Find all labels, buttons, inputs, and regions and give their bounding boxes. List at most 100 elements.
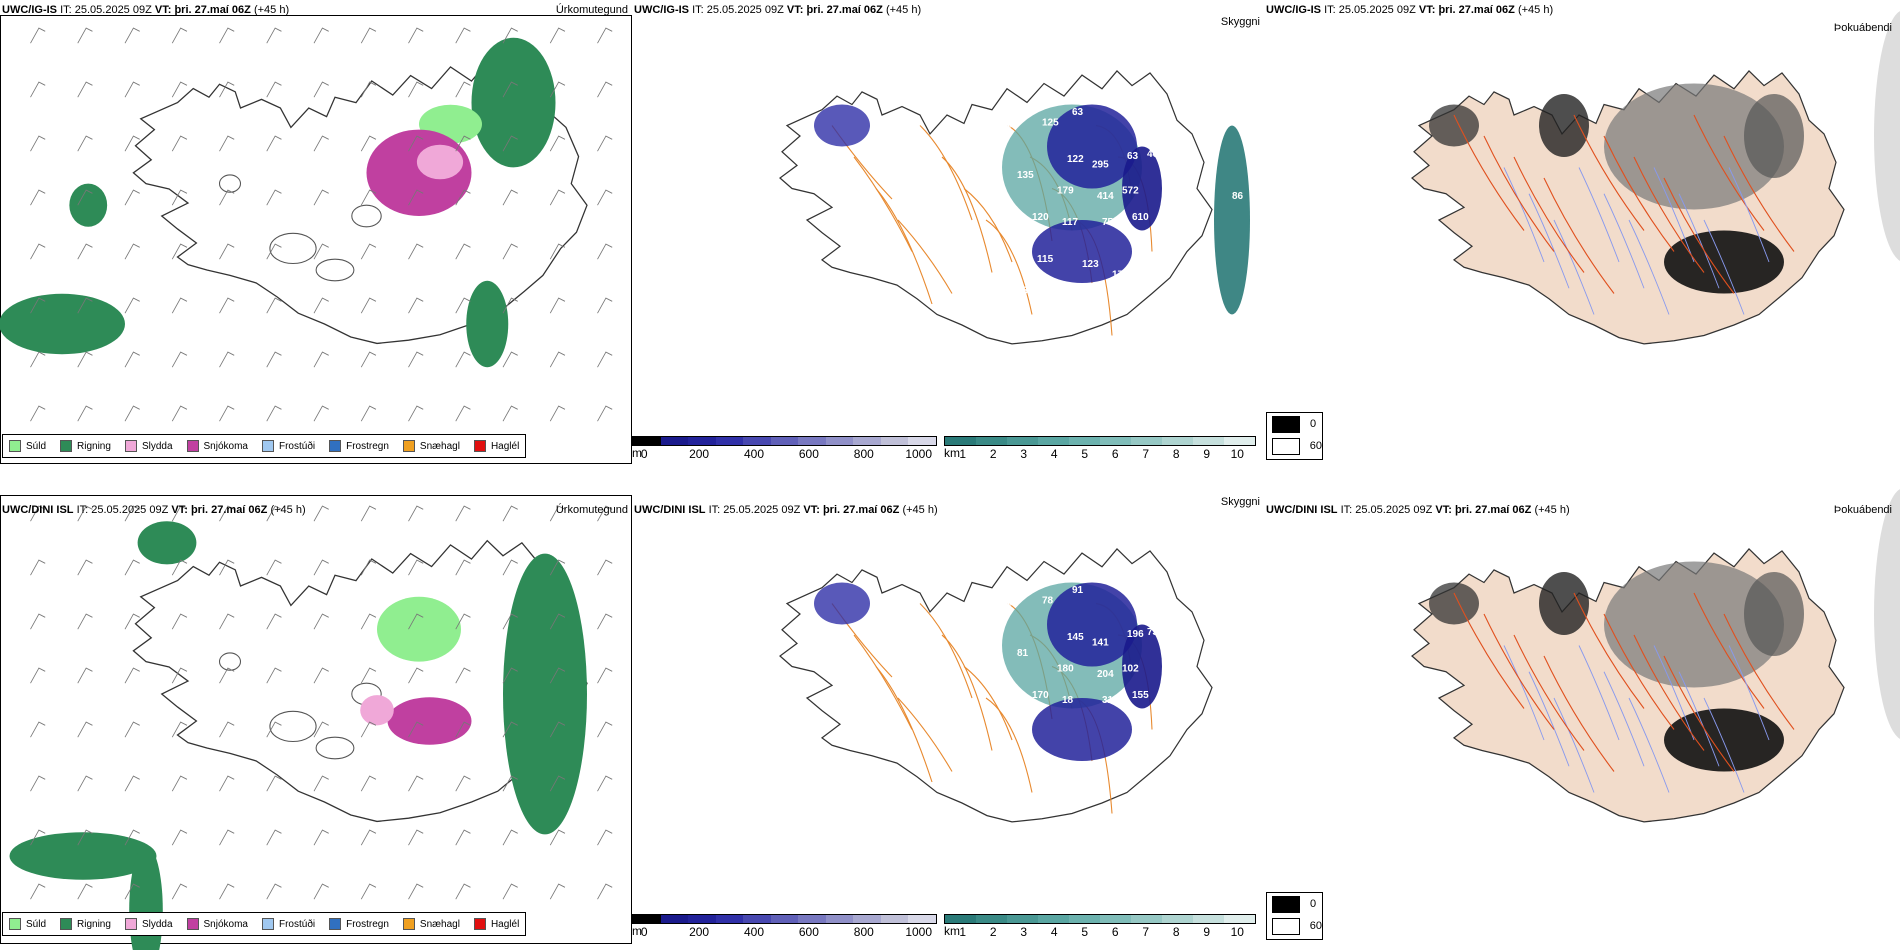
visibility-label: 414 <box>1097 191 1114 202</box>
wind-barb <box>171 775 188 792</box>
wind-barb <box>30 27 46 44</box>
wind-barb <box>408 135 424 152</box>
wind-barb <box>408 243 424 260</box>
low-visibility-area <box>814 104 870 147</box>
legend-item: Haglél <box>473 918 519 930</box>
visibility-label: 89 <box>1117 580 1128 591</box>
colorbar-step <box>1193 915 1224 923</box>
wind-barb <box>219 613 235 630</box>
river-line <box>1678 671 1720 767</box>
fog-legend-swatch-black <box>1272 415 1300 433</box>
wind-barb <box>360 189 377 206</box>
wind-barb <box>597 721 613 738</box>
panel-header: UWC/DINI ISL IT: 25.05.2025 09Z VT: þri.… <box>634 504 938 516</box>
river-line <box>1628 219 1670 315</box>
fog-legend: 0 60 <box>1266 892 1323 940</box>
wind-barb <box>266 613 282 630</box>
wind-barb <box>266 351 282 368</box>
visibility-label: 123 <box>1082 259 1099 270</box>
wind-barb <box>171 243 188 260</box>
fog-area <box>1744 94 1804 178</box>
legend-item: Frostregn <box>329 440 389 452</box>
wind-barb <box>360 667 377 684</box>
visibility-label: 18 <box>1062 695 1073 706</box>
colorbar-tick: 1 <box>959 447 967 461</box>
wind-barb <box>266 667 282 684</box>
wind-barb <box>360 505 377 522</box>
colorbar-step <box>1069 915 1100 923</box>
road-line <box>1693 114 1765 231</box>
colorbar-unit: km <box>944 924 960 938</box>
wind-barb <box>266 883 282 900</box>
colorbar-step <box>1007 437 1038 445</box>
wind-barb <box>549 775 566 792</box>
legend-label: Haglél <box>490 440 520 452</box>
legend-label: Frostregn <box>346 918 389 930</box>
low-visibility-area <box>1047 104 1137 189</box>
panel-fog-dini: UWC/DINI ISL IT: 25.05.2025 09Z VT: þri.… <box>1264 478 1900 950</box>
low-visibility-area <box>814 582 870 625</box>
colorbar-unit: m <box>632 924 642 938</box>
wind-barb <box>219 243 235 260</box>
wind-barb <box>124 351 140 368</box>
wind-barb <box>502 243 518 260</box>
panel-title: Skyggni <box>1220 16 1260 28</box>
legend-label: Slydda <box>141 918 173 930</box>
wind-barb <box>455 721 471 738</box>
dense-fog-area <box>1429 104 1479 147</box>
colorbar-step <box>1100 437 1131 445</box>
wind-barb <box>549 405 566 422</box>
wind-barb <box>455 135 471 152</box>
visibility-label: 170 <box>1032 690 1049 701</box>
visibility-label: 58 <box>1117 102 1128 113</box>
visibility-m-colorbar: 0 200 400 600 800 1000 m <box>632 914 937 940</box>
visibility-label: 155 <box>1132 690 1149 701</box>
river-line <box>1653 645 1695 741</box>
visibility-label: 67 <box>987 637 998 648</box>
road-line <box>1513 156 1585 273</box>
fog-legend-swatch-white <box>1272 917 1300 935</box>
legend-swatch <box>473 440 486 452</box>
river-line <box>1703 219 1745 315</box>
colorbar-step <box>798 915 826 923</box>
visibility-label: 63 <box>1127 151 1138 162</box>
wind-barb <box>502 883 518 900</box>
wind-barb <box>77 135 93 152</box>
colorbar-tick: 6 <box>1111 925 1119 939</box>
colorbar-step <box>880 915 909 923</box>
glacier-outline <box>269 710 317 743</box>
legend-swatch <box>9 918 21 930</box>
panel-header: UWC/DINI ISL IT: 25.05.2025 09Z VT: þri.… <box>2 504 306 516</box>
panel-header: UWC/IG-IS IT: 25.05.2025 09Z VT: þri. 27… <box>634 4 922 16</box>
legend-label: Slydda <box>141 440 173 452</box>
road-line <box>1633 156 1705 273</box>
legend-swatch <box>329 440 342 452</box>
wind-barb <box>124 559 140 576</box>
wind-barb <box>597 613 613 630</box>
glacier-outline <box>218 174 242 193</box>
low-visibility-area <box>1032 219 1132 283</box>
colorbar-step <box>853 915 881 923</box>
colorbar-tick: 0 <box>640 447 648 461</box>
wind-barb <box>219 775 235 792</box>
rain-area <box>9 832 157 880</box>
wind-barb <box>266 135 282 152</box>
road-line <box>919 603 973 699</box>
panel-visibility-ig: 63 58 46 86 125 183 85 135 122 295 63 179 414 572 54 61… <box>632 0 1264 470</box>
wind-barb <box>408 505 424 522</box>
wind-barb <box>502 81 518 98</box>
colorbar-step <box>908 437 937 445</box>
precip-legend: Súld Rigning Slydda Snjókoma Frostúði Frostre… <box>2 434 527 458</box>
wind-barb <box>313 297 329 314</box>
iceland-map <box>1411 489 1900 823</box>
visibility-area <box>1214 125 1250 315</box>
wind-barb <box>171 405 188 422</box>
road-line <box>985 697 1033 793</box>
wind-barb <box>313 559 329 576</box>
wind-barb <box>502 27 518 44</box>
colorbar-step <box>798 437 826 445</box>
wind-barb <box>30 883 46 900</box>
road-line <box>1633 634 1705 751</box>
wind-barb <box>171 883 188 900</box>
fog-legend-label: 60 <box>1309 920 1322 932</box>
